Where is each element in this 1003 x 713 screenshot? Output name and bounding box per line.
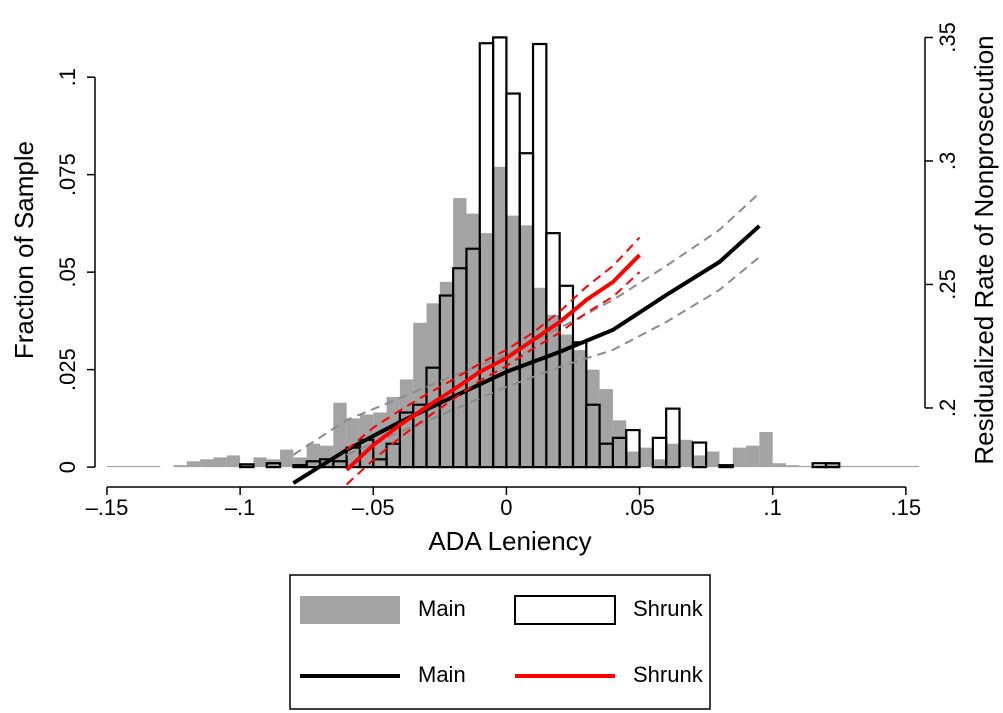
histogram-bar bbox=[533, 287, 547, 468]
histogram-bar bbox=[293, 457, 307, 468]
histogram-bar bbox=[612, 420, 627, 468]
histogram-bar bbox=[786, 465, 800, 468]
histogram-bar bbox=[292, 464, 308, 469]
line bbox=[345, 253, 641, 472]
histogram-bar bbox=[692, 455, 707, 468]
histogram-bar bbox=[772, 463, 787, 468]
histogram-bar bbox=[133, 465, 147, 468]
histogram-bar bbox=[439, 281, 454, 468]
legend-label: Shrunk bbox=[633, 596, 704, 621]
histogram-bar bbox=[479, 233, 494, 468]
legend-swatch bbox=[514, 595, 616, 625]
histogram-bar bbox=[226, 455, 241, 468]
histogram-bar bbox=[639, 447, 653, 468]
histogram-bar bbox=[146, 465, 161, 468]
histogram-bar bbox=[666, 443, 680, 468]
histogram-bar bbox=[265, 462, 282, 469]
x-tick-label: 0 bbox=[500, 495, 512, 520]
histogram-bar bbox=[399, 379, 414, 468]
histogram-bar bbox=[879, 465, 893, 468]
histogram-bar bbox=[679, 439, 693, 468]
y-tick-label: .1 bbox=[55, 68, 80, 86]
histogram-bar bbox=[586, 369, 600, 468]
histogram-bar bbox=[625, 428, 641, 469]
histogram-bar bbox=[599, 389, 613, 468]
legend-frame bbox=[289, 574, 711, 710]
histogram-bar bbox=[825, 463, 840, 468]
histogram-bar bbox=[746, 445, 760, 468]
histogram-bar bbox=[706, 451, 720, 468]
x-tick-label: –.05 bbox=[352, 495, 395, 520]
histogram-bar bbox=[892, 465, 906, 468]
histogram-bar bbox=[665, 407, 681, 469]
histogram-bar bbox=[759, 432, 773, 468]
histogram-bar bbox=[799, 465, 813, 468]
y2-tick-label: .2 bbox=[935, 399, 960, 417]
y-tick-label: .075 bbox=[55, 153, 80, 196]
histogram-bar bbox=[585, 403, 601, 469]
y2-tick-label: .3 bbox=[935, 152, 960, 170]
histogram-bar bbox=[493, 166, 507, 468]
histogram-bar bbox=[652, 459, 667, 468]
legend-label: Main bbox=[418, 596, 466, 621]
histogram-bar bbox=[453, 198, 467, 468]
y2-axis-title: Residualized Rate of Nonprosecution bbox=[969, 35, 999, 464]
y2-tick-label: .25 bbox=[935, 269, 960, 300]
x-tick-label: .15 bbox=[891, 495, 922, 520]
line bbox=[292, 224, 761, 485]
legend-label: Shrunk bbox=[633, 662, 704, 687]
histogram-bar bbox=[718, 464, 734, 469]
histogram-bar bbox=[306, 443, 321, 468]
histogram-bar bbox=[732, 447, 747, 468]
histogram-bar bbox=[186, 461, 201, 468]
histogram-bar bbox=[626, 451, 640, 468]
histogram-bar bbox=[559, 334, 573, 468]
y2-tick-label: .35 bbox=[935, 22, 960, 53]
x-tick-label: –.15 bbox=[86, 495, 129, 520]
histogram-bar bbox=[413, 322, 427, 468]
histogram-bar bbox=[839, 465, 853, 468]
x-tick-label: .05 bbox=[624, 495, 655, 520]
x-tick-label: –.1 bbox=[225, 495, 256, 520]
histogram-bar bbox=[852, 465, 866, 468]
histogram-bar bbox=[346, 418, 360, 468]
y-tick-label: 0 bbox=[55, 461, 80, 473]
legend-swatch bbox=[300, 596, 400, 624]
histogram-bar bbox=[120, 465, 134, 468]
histogram-bar bbox=[506, 215, 520, 468]
histogram-bar bbox=[239, 463, 255, 469]
histogram-bar bbox=[106, 465, 121, 468]
ci-upper-line bbox=[292, 192, 761, 456]
y-axis-title: Fraction of Sample bbox=[9, 141, 39, 359]
histogram-bar bbox=[691, 441, 708, 469]
histogram-bar bbox=[466, 213, 480, 468]
x-tick-label: .1 bbox=[764, 495, 782, 520]
histogram-bar bbox=[253, 457, 267, 468]
histogram-bar bbox=[280, 449, 294, 468]
histogram-bar bbox=[572, 350, 587, 468]
histogram-bar bbox=[213, 457, 227, 468]
ci-upper-line bbox=[345, 236, 641, 451]
x-axis-title: ADA Leniency bbox=[428, 526, 591, 556]
histogram-bar bbox=[200, 459, 214, 468]
ci-lower-line bbox=[345, 271, 641, 486]
y-tick-label: .05 bbox=[55, 257, 80, 288]
legend-label: Main bbox=[418, 662, 466, 687]
histogram-bar bbox=[865, 465, 880, 468]
histogram-bar bbox=[173, 465, 187, 468]
histogram-bar bbox=[824, 462, 841, 469]
histogram-bar bbox=[905, 465, 920, 468]
histogram-bar bbox=[546, 315, 560, 468]
plot-area bbox=[106, 36, 920, 486]
y-tick-label: .025 bbox=[55, 348, 80, 391]
